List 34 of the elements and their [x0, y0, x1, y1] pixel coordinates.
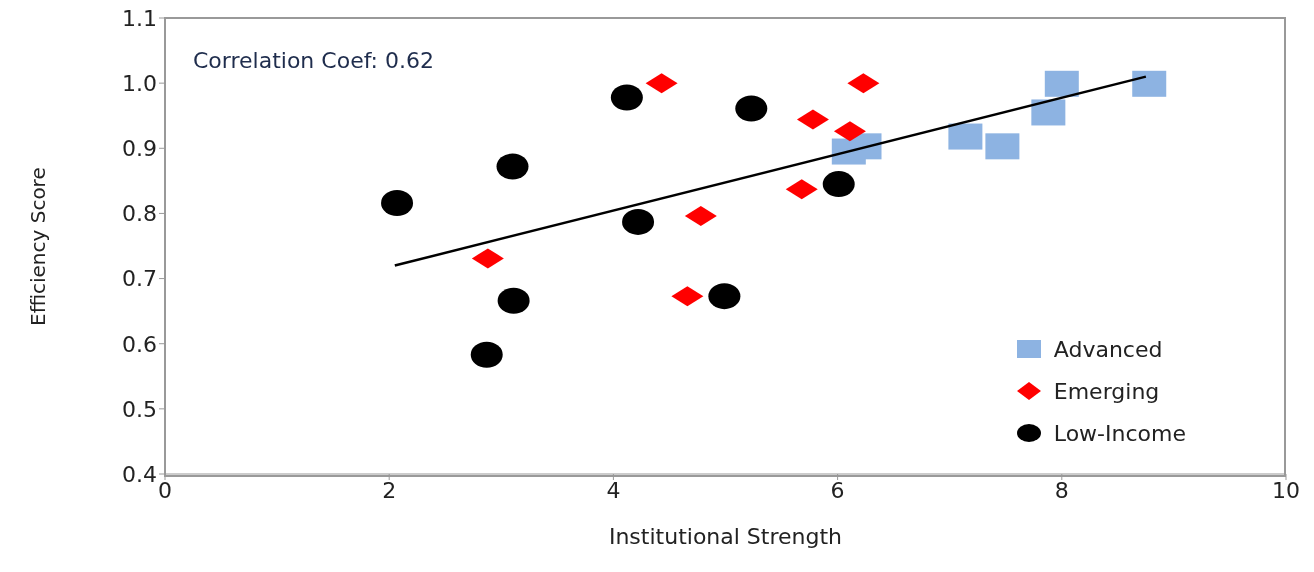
- y-axis-title: Efficiency Score: [26, 167, 51, 326]
- point: [497, 287, 530, 314]
- x-tick-label: 2: [382, 477, 397, 503]
- point: [822, 171, 855, 198]
- y-tick-label: 0.9: [122, 136, 157, 162]
- legend-label: Advanced: [1053, 336, 1163, 362]
- y-tick-label: 0.5: [122, 396, 157, 422]
- point: [985, 133, 1020, 160]
- point: [622, 208, 655, 235]
- x-tick-label: 0: [158, 477, 172, 503]
- point: [735, 95, 768, 122]
- x-tick-label: 4: [606, 477, 621, 503]
- point: [1044, 70, 1079, 97]
- point: [496, 153, 529, 180]
- point: [708, 283, 741, 310]
- legend-label: Emerging: [1053, 378, 1160, 404]
- y-tick-label: 1.0: [122, 70, 157, 96]
- y-tick-label: 0.8: [122, 201, 157, 227]
- point: [610, 84, 643, 111]
- legend-label: Low-Income: [1053, 420, 1186, 446]
- x-tick-label: 6: [830, 477, 845, 503]
- point: [381, 190, 414, 217]
- y-tick-label: 0.6: [122, 331, 157, 357]
- point: [1132, 70, 1167, 97]
- point: [948, 123, 983, 150]
- y-tick-label: 0.7: [122, 266, 157, 292]
- y-tick-label: 0.4: [122, 461, 157, 487]
- point: [470, 341, 503, 368]
- y-tick-label: 1.1: [122, 5, 157, 31]
- annotation: Correlation Coef: 0.62: [193, 48, 435, 73]
- point: [1031, 99, 1066, 126]
- x-axis-title: Institutional Strength: [608, 524, 843, 549]
- x-tick-label: 8: [1054, 477, 1069, 503]
- x-tick-label: 10: [1272, 477, 1300, 503]
